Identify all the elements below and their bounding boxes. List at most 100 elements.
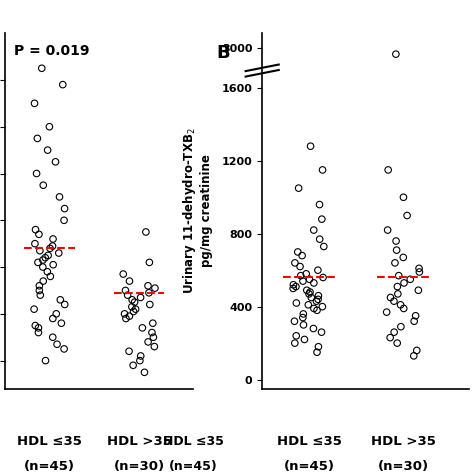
Point	[52, 158, 59, 165]
Point	[318, 215, 326, 223]
Point	[391, 328, 398, 336]
Point	[38, 64, 46, 72]
Point	[397, 323, 405, 330]
Point	[415, 264, 423, 272]
Point	[297, 272, 304, 280]
Point	[129, 362, 137, 369]
Point	[146, 259, 153, 266]
Point	[35, 324, 42, 332]
Point	[128, 296, 136, 304]
Point	[60, 345, 68, 353]
Point	[130, 308, 137, 315]
Point	[306, 288, 314, 296]
Point	[56, 296, 64, 304]
Point	[42, 357, 49, 365]
Point	[308, 294, 315, 301]
Point	[292, 332, 300, 339]
Point	[30, 305, 38, 313]
Point	[39, 277, 47, 285]
Point	[41, 254, 49, 262]
Point	[56, 193, 64, 201]
Point	[315, 292, 322, 300]
Point	[151, 343, 158, 350]
Text: (n=30): (n=30)	[114, 460, 165, 473]
Point	[289, 284, 297, 292]
Point	[49, 315, 56, 322]
Point	[57, 319, 65, 327]
Point	[290, 281, 297, 289]
Point	[137, 352, 145, 360]
Point	[144, 282, 152, 290]
Point	[291, 339, 299, 347]
Point	[151, 284, 159, 292]
Text: P = 0.019: P = 0.019	[14, 44, 90, 58]
Point	[132, 305, 139, 313]
Point	[313, 348, 321, 356]
Point	[387, 294, 394, 301]
Point	[131, 298, 138, 306]
Point	[292, 299, 300, 307]
Point	[302, 270, 310, 278]
Point	[400, 305, 408, 312]
Point	[122, 287, 129, 294]
Point	[122, 315, 130, 322]
Point	[306, 275, 313, 283]
Point	[32, 226, 39, 233]
Point	[320, 243, 328, 250]
Point	[291, 318, 298, 325]
Point	[46, 245, 54, 252]
Text: (n=45): (n=45)	[169, 460, 218, 473]
Point	[35, 230, 43, 238]
Point	[303, 286, 310, 294]
Point	[412, 312, 419, 319]
Point	[39, 263, 46, 271]
Point	[318, 328, 325, 336]
Point	[319, 303, 326, 310]
Point	[119, 270, 127, 278]
Point	[44, 146, 51, 154]
Point	[138, 324, 146, 332]
Point	[392, 237, 400, 245]
Point	[44, 268, 51, 275]
Point	[384, 226, 392, 234]
Point	[35, 329, 42, 337]
Point	[31, 100, 38, 107]
Point	[407, 275, 414, 283]
Point	[295, 184, 302, 192]
Point	[292, 283, 300, 291]
Point	[413, 346, 420, 354]
Point	[298, 252, 306, 259]
Point	[307, 142, 314, 150]
Point	[316, 201, 323, 209]
Point	[410, 318, 418, 325]
Point	[61, 205, 68, 212]
Point	[315, 343, 322, 351]
Point	[39, 182, 47, 189]
Text: (n=30): (n=30)	[378, 460, 429, 473]
Point	[390, 297, 398, 305]
Point	[410, 352, 418, 360]
Point	[128, 303, 136, 310]
Point	[145, 289, 153, 297]
Point	[124, 292, 131, 299]
Point	[36, 282, 43, 290]
Point	[141, 368, 148, 376]
Point	[49, 333, 56, 341]
Point	[392, 50, 400, 58]
Point	[393, 283, 401, 291]
Point	[299, 314, 307, 321]
Point	[46, 123, 53, 130]
Point	[36, 292, 44, 299]
Point	[310, 325, 317, 332]
Point	[125, 347, 133, 355]
Point	[142, 228, 150, 236]
Point	[403, 212, 411, 219]
Point	[316, 236, 323, 243]
Point	[136, 357, 144, 365]
Point	[36, 287, 43, 294]
Point	[39, 256, 46, 264]
Point	[386, 334, 394, 341]
Point	[49, 235, 57, 243]
Point	[310, 305, 318, 312]
Point	[53, 340, 61, 348]
